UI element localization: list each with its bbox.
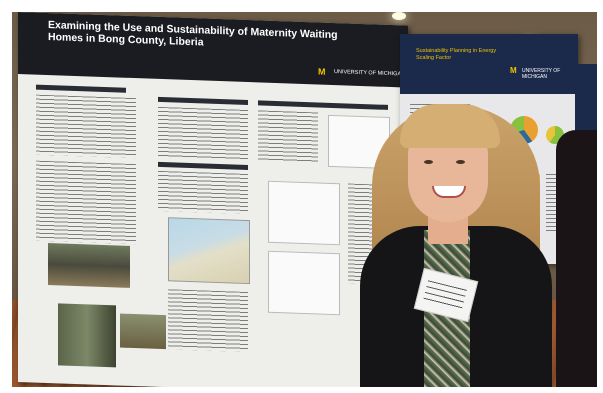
logo-text: UNIVERSITY OF MICHIGAN: [522, 68, 561, 80]
section-header: [158, 96, 248, 106]
eye: [456, 160, 465, 164]
michigan-logo-icon: M: [510, 66, 517, 75]
map-figure: [168, 217, 250, 285]
research-poster-left: Examining the Use and Sustainability of …: [18, 12, 408, 393]
text-block: [158, 170, 248, 215]
photo-site: [58, 303, 116, 368]
presenter-hair-top: [400, 104, 500, 148]
text-block: [36, 94, 136, 159]
chart-figure: [268, 250, 340, 316]
poster-title: Sustainability Planning in Energy Scalin…: [416, 48, 497, 61]
badge-text-lines: [423, 280, 467, 310]
poster-title: Examining the Use and Sustainability of …: [48, 19, 338, 49]
text-block: [168, 289, 248, 353]
section-header: [258, 100, 388, 110]
image-border: [0, 387, 603, 393]
image-border: [0, 0, 603, 12]
section-header: [158, 161, 248, 171]
logo-text: UNIVERSITY OF MICHIGAN: [334, 69, 406, 78]
section-header: [36, 84, 126, 93]
poster-header: Examining the Use and Sustainability of …: [18, 12, 408, 88]
eye: [424, 160, 433, 164]
michigan-logo-icon: M: [318, 66, 326, 77]
poster-authors: [48, 53, 328, 63]
text-block: [258, 110, 318, 163]
text-block: [36, 160, 136, 245]
image-border: [0, 0, 12, 393]
photo-building: [48, 243, 130, 288]
background-person: [556, 130, 603, 393]
chart-figure: [268, 180, 340, 246]
text-block: [158, 106, 248, 161]
ceiling-light: [392, 12, 406, 20]
image-border: [597, 0, 603, 393]
poster-header: Sustainability Planning in Energy Scalin…: [400, 34, 578, 94]
photo-site: [120, 313, 166, 350]
